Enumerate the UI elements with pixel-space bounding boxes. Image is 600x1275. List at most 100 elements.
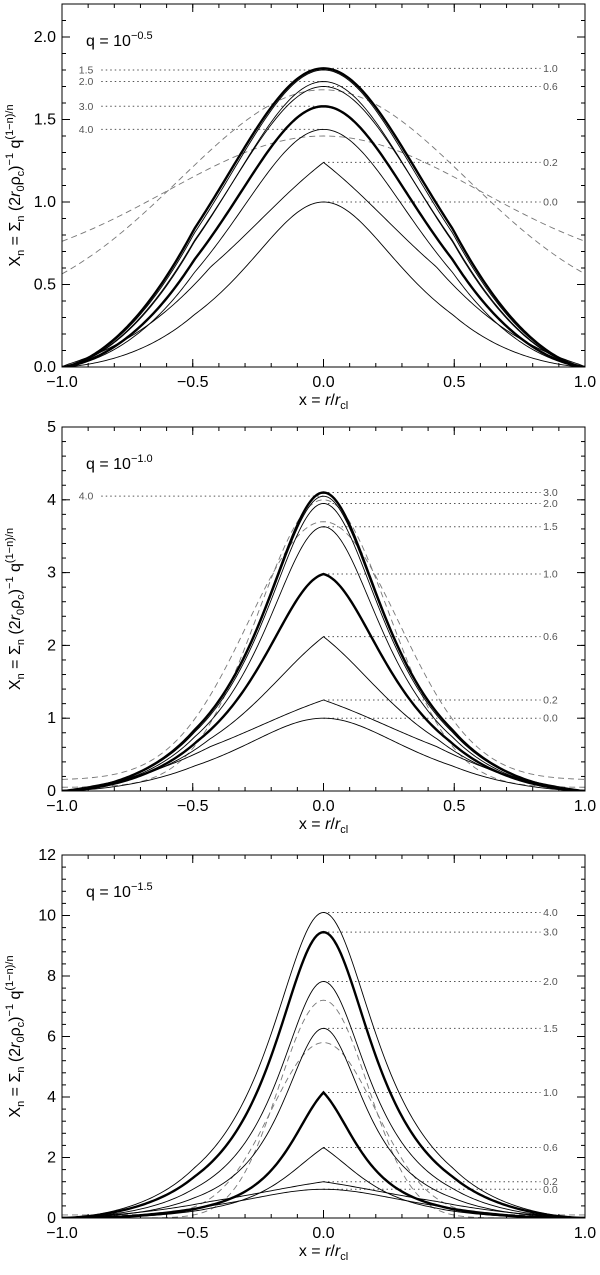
curve-n-1.5 bbox=[62, 1027, 585, 1218]
ref-label-n-1.0: 1.0 bbox=[543, 63, 558, 75]
x-tick-label: −0.5 bbox=[177, 798, 209, 815]
curve-n-4.0 bbox=[62, 495, 585, 791]
ref-label-n-0.2: 0.2 bbox=[543, 1176, 558, 1188]
ref-label-n-0.2: 0.2 bbox=[543, 157, 558, 169]
ref-label-n-0.6: 0.6 bbox=[543, 1142, 558, 1154]
ref-label-n-1.0: 1.0 bbox=[543, 569, 558, 581]
x-axis-label: x = r/rcl bbox=[299, 1243, 348, 1263]
x-tick-label: 1.0 bbox=[574, 374, 596, 391]
y-tick-label: 1.5 bbox=[34, 112, 56, 129]
panel-title: q = 10−1.0 bbox=[86, 453, 153, 473]
y-tick-label: 12 bbox=[38, 847, 56, 864]
panel-2: 0.0 0.2 0.6 1.0 1.5 2.03.0 4.0 −1.0 −0.5 0.0 0.5 1.… bbox=[4, 419, 596, 836]
ref-label-n-2.0: 2.0 bbox=[543, 976, 558, 988]
curve-n-0.6 bbox=[62, 86, 585, 367]
ref-label-n-0.6: 0.6 bbox=[543, 631, 558, 643]
curve-n-2.0 bbox=[62, 980, 585, 1218]
curve-n-0.2 bbox=[62, 1181, 585, 1218]
x-tick-label: 1.0 bbox=[574, 1225, 596, 1242]
y-axis-label: Xn = Σn (2r0ρc)−1 q(1−n)/n bbox=[4, 104, 27, 266]
y-tick-label: 1.0 bbox=[34, 194, 56, 211]
y-tick-label: 2 bbox=[47, 1150, 56, 1167]
ref-label-n-3.0: 3.0 bbox=[543, 487, 558, 499]
ref-label-n-1.5: 1.5 bbox=[543, 521, 558, 533]
curve-n-1.0 bbox=[62, 67, 585, 367]
y-tick-label: 0.0 bbox=[34, 359, 56, 376]
curve-n-4.0 bbox=[62, 912, 585, 1218]
y-tick-label: 5 bbox=[47, 419, 56, 436]
dashed-curve-1 bbox=[62, 999, 585, 1218]
y-tick-label: 4 bbox=[47, 492, 56, 509]
curve-n-1.5 bbox=[62, 69, 585, 367]
y-tick-label: 6 bbox=[47, 1029, 56, 1046]
ref-label-n-1.5: 1.5 bbox=[543, 1023, 558, 1035]
ref-label-n-2.0: 2.0 bbox=[543, 498, 558, 510]
ref-label-n-0.0: 0.0 bbox=[543, 1184, 558, 1196]
y-tick-label: 8 bbox=[47, 968, 56, 985]
dashed-curve-1 bbox=[62, 89, 585, 275]
curve-n-0.0 bbox=[62, 717, 585, 791]
panel-3: 0.00.20.61.01.52.03.04.0−1.0 −0.5 0.0 0.5 1.… bbox=[4, 847, 596, 1263]
y-tick-label: 10 bbox=[38, 908, 56, 925]
x-tick-label: −1.0 bbox=[46, 374, 78, 391]
x-tick-label: 0.0 bbox=[312, 374, 334, 391]
curve-n-0.2 bbox=[62, 161, 585, 367]
y-axis-label: Xn = Σn (2r0ρc)−1 q(1−n)/n bbox=[4, 955, 27, 1117]
curve-n-1.0 bbox=[62, 572, 585, 791]
x-tick-label: −1.0 bbox=[46, 798, 78, 815]
panel-title: q = 10−1.5 bbox=[86, 881, 153, 901]
curve-n-0.6 bbox=[62, 1146, 585, 1218]
x-tick-label: −0.5 bbox=[177, 1225, 209, 1242]
curve-n-0.0 bbox=[62, 1188, 585, 1218]
y-tick-label: 0.5 bbox=[34, 277, 56, 294]
y-axis-label: Xn = Σn (2r0ρc)−1 q(1−n)/n bbox=[4, 528, 27, 690]
ref-label-n-4.0: 4.0 bbox=[543, 907, 558, 919]
dashed-curve-1 bbox=[62, 499, 585, 788]
ref-label-n-1.0: 1.0 bbox=[543, 1087, 558, 1099]
ref-label-n-4.0: 4.0 bbox=[79, 124, 94, 136]
x-tick-label: 0.5 bbox=[443, 798, 465, 815]
dashed-curve-2 bbox=[62, 135, 585, 242]
x-tick-label: 1.0 bbox=[574, 798, 596, 815]
x-tick-label: −0.5 bbox=[177, 374, 209, 391]
curve-n-0.2 bbox=[62, 699, 585, 791]
curve-n-2.0 bbox=[62, 81, 585, 367]
ref-label-n-2.0: 2.0 bbox=[79, 76, 94, 88]
plot-frame bbox=[61, 426, 586, 792]
y-tick-label: 2.0 bbox=[34, 29, 56, 46]
x-axis-label: x = r/rcl bbox=[299, 392, 348, 412]
panel-1: 0.00.20.61.01.52.03.04.0−1.0 −0.5 0.0 0.5 1.… bbox=[4, 3, 596, 412]
ref-label-n-3.0: 3.0 bbox=[543, 927, 558, 939]
ref-label-n-0.0: 0.0 bbox=[543, 197, 558, 209]
y-tick-label: 4 bbox=[47, 1089, 56, 1106]
x-tick-label: −1.0 bbox=[46, 1225, 78, 1242]
curve-n-3.0 bbox=[62, 491, 585, 791]
curve-n-1.0 bbox=[62, 1090, 585, 1218]
ref-label-n-0.6: 0.6 bbox=[543, 81, 558, 93]
x-axis-label: x = r/rcl bbox=[299, 816, 348, 836]
x-tick-label: 0.5 bbox=[443, 374, 465, 391]
y-tick-label: 0 bbox=[47, 783, 56, 800]
plot-frame bbox=[61, 854, 586, 1219]
ref-label-n-0.0: 0.0 bbox=[543, 713, 558, 725]
curve-n-0.6 bbox=[62, 636, 585, 791]
curve-n-1.5 bbox=[62, 526, 585, 791]
curve-n-0.0 bbox=[62, 201, 585, 367]
ref-label-n-3.0: 3.0 bbox=[79, 101, 94, 113]
panel-title: q = 10−0.5 bbox=[86, 30, 153, 50]
ref-label-n-1.5: 1.5 bbox=[79, 65, 94, 77]
y-tick-label: 2 bbox=[47, 637, 56, 654]
x-tick-label: 0.0 bbox=[312, 1225, 334, 1242]
y-tick-label: 1 bbox=[47, 710, 56, 727]
curve-n-3.0 bbox=[62, 105, 585, 367]
curve-n-2.0 bbox=[62, 502, 585, 791]
dashed-curve-2 bbox=[62, 521, 585, 780]
ref-label-n-0.2: 0.2 bbox=[543, 695, 558, 707]
x-tick-label: 0.0 bbox=[312, 798, 334, 815]
curve-n-4.0 bbox=[62, 128, 585, 367]
ref-label-n-4.0: 4.0 bbox=[79, 491, 94, 503]
curve-n-3.0 bbox=[62, 930, 585, 1218]
y-tick-label: 3 bbox=[47, 565, 56, 582]
x-tick-label: 0.5 bbox=[443, 1225, 465, 1242]
